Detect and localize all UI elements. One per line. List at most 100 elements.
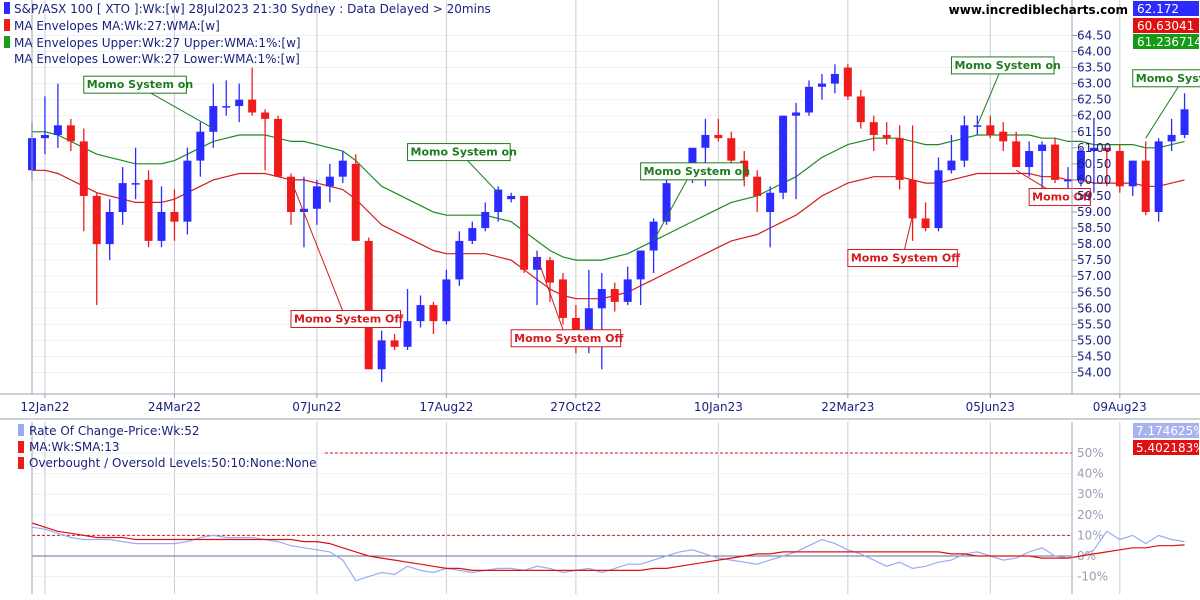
- candle: [131, 147, 140, 200]
- candle: [105, 199, 114, 261]
- candle: [40, 96, 49, 155]
- candle-body: [1038, 144, 1047, 152]
- annotation-label: Momo System Off: [294, 313, 403, 326]
- candle: [468, 221, 477, 245]
- candle-body: [520, 195, 529, 270]
- candle-body: [429, 305, 438, 322]
- candle: [1025, 141, 1034, 177]
- candle: [792, 102, 801, 200]
- candle: [338, 151, 347, 184]
- value-price: 62.172: [1137, 2, 1179, 16]
- candle-body: [66, 125, 75, 142]
- candle: [895, 125, 904, 190]
- candle-body: [455, 240, 464, 280]
- candle-body: [1167, 134, 1176, 142]
- candle-body: [222, 106, 231, 108]
- candle: [934, 157, 943, 232]
- candle: [1141, 141, 1150, 216]
- candle-body: [481, 212, 490, 229]
- candle: [921, 202, 930, 232]
- candle-body: [325, 176, 334, 187]
- candle: [649, 218, 658, 273]
- price-y-tick-label: 59.50: [1077, 189, 1111, 203]
- candle-body: [895, 138, 904, 180]
- price-y-tick-label: 58.00: [1077, 237, 1111, 251]
- candle-body: [947, 160, 956, 171]
- price-y-tick-label: 58.50: [1077, 221, 1111, 235]
- candle-body: [105, 212, 114, 245]
- candle-body: [1154, 141, 1163, 212]
- candle-body: [960, 125, 969, 161]
- candle-body: [856, 96, 865, 123]
- candle: [986, 115, 995, 139]
- candle: [429, 301, 438, 334]
- candle-body: [416, 305, 425, 322]
- candle-body: [986, 125, 995, 135]
- candle: [118, 167, 127, 225]
- candle-body: [144, 179, 153, 241]
- price-legend: S&P/ASX 100 [ XTO ]:Wk:[w] 28Jul2023 21:…: [4, 2, 491, 66]
- ma-envelope-lines: [32, 131, 1185, 300]
- momo-annotations: Momo System on Momo System on Momo System …: [83, 56, 1200, 348]
- candle: [53, 83, 62, 148]
- candle: [520, 195, 529, 273]
- candle: [779, 115, 788, 200]
- candle: [1180, 93, 1189, 139]
- candle: [597, 272, 606, 370]
- candle: [843, 64, 852, 100]
- annotation-box: [640, 162, 744, 181]
- price-y-tick-label: 56.50: [1077, 285, 1111, 299]
- candle-body: [830, 73, 839, 84]
- candle: [805, 80, 813, 116]
- candle-body: [558, 279, 567, 318]
- candle: [157, 186, 166, 248]
- candle: [312, 179, 321, 225]
- candle-body: [377, 340, 386, 370]
- watermark: www.incrediblecharts.com: [949, 3, 1128, 17]
- price-y-tick-label: 54.50: [1077, 349, 1111, 363]
- candle-body: [235, 99, 244, 107]
- roc-y-tick-label: 0%: [1077, 549, 1096, 563]
- x-tick-label: 17Aug22: [419, 400, 473, 414]
- candle-body: [92, 195, 101, 245]
- x-tick-label: 22Mar23: [821, 400, 874, 414]
- annotation-label: Momo System on: [954, 59, 1060, 72]
- candle: [623, 266, 632, 306]
- x-tick-label: 27Oct22: [550, 400, 601, 414]
- annotation-leader: [536, 256, 567, 338]
- candle-body: [662, 183, 671, 222]
- annotation-label: Momo System on: [1136, 72, 1200, 85]
- candle: [274, 115, 283, 177]
- candle-body: [1089, 147, 1098, 152]
- price-y-tick-label: 63.50: [1077, 61, 1111, 75]
- candle-body: [53, 125, 62, 135]
- candle-body: [79, 141, 88, 196]
- candle-body: [934, 170, 943, 229]
- value-upper: 61.236714: [1137, 35, 1200, 49]
- annotation-label: Momo Off: [1032, 191, 1092, 204]
- price-y-tick-label: 56.00: [1077, 301, 1111, 315]
- candle: [364, 237, 373, 370]
- legend-marker-levels: [18, 457, 24, 469]
- roc-y-tick-label: 50%: [1077, 446, 1104, 460]
- candle: [1076, 147, 1085, 187]
- annotation-leader: [290, 179, 347, 319]
- candle-body: [623, 279, 632, 302]
- legend-ma: MA Envelopes MA:Wk:27:WMA:[w]: [14, 19, 220, 33]
- legend-marker-upper: [4, 36, 10, 48]
- candle-body: [248, 99, 257, 113]
- candle-body: [261, 112, 270, 119]
- price-y-tick-label: 62.50: [1077, 93, 1111, 107]
- annotation-leader: [976, 64, 1004, 126]
- candle-body: [701, 134, 710, 148]
- candle: [947, 134, 956, 174]
- annotation-label: Momo System Off: [514, 332, 623, 345]
- price-y-tick-label: 60.00: [1077, 173, 1111, 187]
- candle: [817, 73, 826, 100]
- candle-body: [131, 183, 140, 185]
- roc-y-tick-label: 40%: [1077, 467, 1104, 481]
- candle-body: [1102, 147, 1111, 152]
- value-ma: 60.63041: [1137, 19, 1194, 33]
- candle: [377, 330, 386, 383]
